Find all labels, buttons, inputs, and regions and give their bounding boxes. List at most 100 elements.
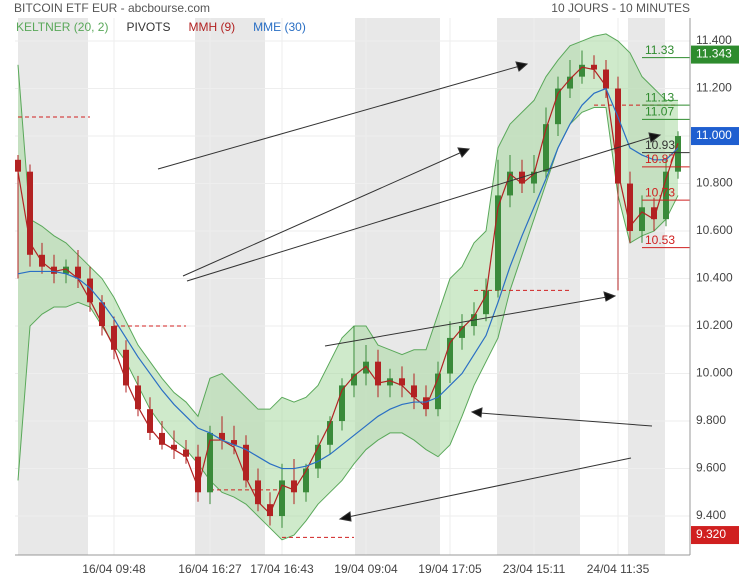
candle-body: [123, 349, 129, 386]
candle-body: [591, 64, 597, 70]
candle-body: [219, 432, 225, 441]
candle-body: [87, 278, 93, 303]
chart-title: BITCOIN ETF EUR - abcbourse.com: [14, 1, 210, 15]
candle-body: [435, 373, 441, 410]
price-box-label: 11.000: [696, 128, 732, 142]
level-label: 11.13: [645, 90, 674, 104]
candle-body: [51, 266, 57, 274]
candle-body: [627, 183, 633, 232]
candle-body: [663, 171, 669, 220]
candle-body: [231, 440, 237, 445]
y-tick-label: 10.200: [696, 318, 733, 332]
candle-body: [243, 444, 249, 481]
level-label: 11.33: [645, 43, 674, 57]
arrow: [324, 296, 608, 347]
candle-body: [195, 456, 201, 493]
candle-body: [147, 409, 153, 433]
x-tick-label: 24/04 11:35: [587, 562, 650, 576]
y-tick-label: 10.000: [696, 366, 733, 380]
x-tick-label: 17/04 16:43: [250, 562, 314, 576]
candle-body: [303, 468, 309, 493]
candle-body: [315, 444, 321, 469]
candle-body: [543, 124, 549, 172]
candle-body: [255, 480, 261, 505]
candle-body: [159, 432, 165, 445]
price-box-label: 9.320: [696, 527, 726, 541]
candle-body: [63, 266, 69, 274]
candle-body: [171, 444, 177, 450]
candle-body: [39, 254, 45, 267]
price-box-label: 11.343: [696, 47, 732, 61]
arrowhead: [515, 61, 529, 72]
candle-body: [603, 69, 609, 89]
ma-line: [17, 66, 679, 515]
session-band: [355, 18, 440, 555]
candle-body: [639, 207, 645, 232]
arrow: [157, 65, 521, 170]
y-tick-label: 9.800: [696, 413, 726, 427]
candle-body: [423, 397, 429, 410]
candle-body: [555, 88, 561, 125]
arrowhead: [470, 407, 483, 418]
level-label: 10.73: [645, 185, 675, 199]
level-label: 10.87: [645, 152, 675, 166]
candle-body: [567, 76, 573, 89]
legend-entry: MME (30): [253, 20, 306, 34]
candle-body: [351, 373, 357, 386]
candle-body: [75, 266, 81, 279]
x-tick-label: 19/04 09:04: [334, 562, 398, 576]
y-tick-label: 9.600: [696, 461, 726, 475]
y-tick-label: 10.400: [696, 271, 733, 285]
arrowhead: [603, 291, 617, 302]
candle-body: [531, 171, 537, 184]
candle-body: [507, 171, 513, 196]
legend-entry: KELTNER (20, 2): [16, 20, 108, 34]
level-label: 10.93: [645, 138, 675, 152]
candle-body: [327, 421, 333, 445]
ma-line: [17, 87, 679, 470]
candle-body: [375, 361, 381, 386]
candle-body: [447, 337, 453, 374]
y-tick-label: 11.200: [696, 81, 732, 95]
candle-body: [363, 361, 369, 374]
candle-body: [495, 195, 501, 291]
candle-body: [183, 449, 189, 457]
candle-body: [411, 385, 417, 398]
arrowhead: [648, 132, 662, 143]
arrow: [347, 457, 632, 518]
price-box: [691, 526, 739, 545]
candle-body: [267, 504, 273, 517]
candle-body: [207, 432, 213, 493]
candle-body: [651, 207, 657, 220]
keltner-upper: [17, 33, 678, 418]
candle-body: [399, 378, 405, 386]
candle-body: [387, 378, 393, 386]
price-box: [691, 45, 739, 64]
candle-body: [15, 159, 21, 172]
x-tick-label: 23/04 15:11: [503, 562, 566, 576]
legend-entry: PIVOTS: [126, 20, 170, 34]
chart-subtitle: 10 JOURS - 10 MINUTES: [551, 1, 690, 15]
candle-body: [279, 480, 285, 517]
annotation-arrows: [157, 61, 662, 522]
arrow: [479, 412, 653, 427]
candle-body: [27, 171, 33, 255]
x-tick-label: 19/04 17:05: [418, 562, 482, 576]
level-label: 10.53: [645, 233, 675, 247]
candle-body: [135, 385, 141, 410]
candle-body: [615, 88, 621, 184]
arrow: [186, 136, 653, 282]
candle-body: [111, 326, 117, 350]
candle-body: [459, 326, 465, 338]
y-tick-label: 10.800: [696, 176, 733, 190]
y-tick-label: 9.400: [696, 508, 726, 522]
legend-entry: MMH (9): [189, 20, 236, 34]
price-box: [691, 127, 739, 146]
candle-body: [291, 480, 297, 493]
level-label: 11.07: [645, 105, 674, 119]
candle-body: [99, 302, 105, 327]
candle-body: [483, 290, 489, 315]
y-tick-label: 10.600: [696, 223, 733, 237]
y-tick-label: 11.400: [696, 33, 732, 47]
